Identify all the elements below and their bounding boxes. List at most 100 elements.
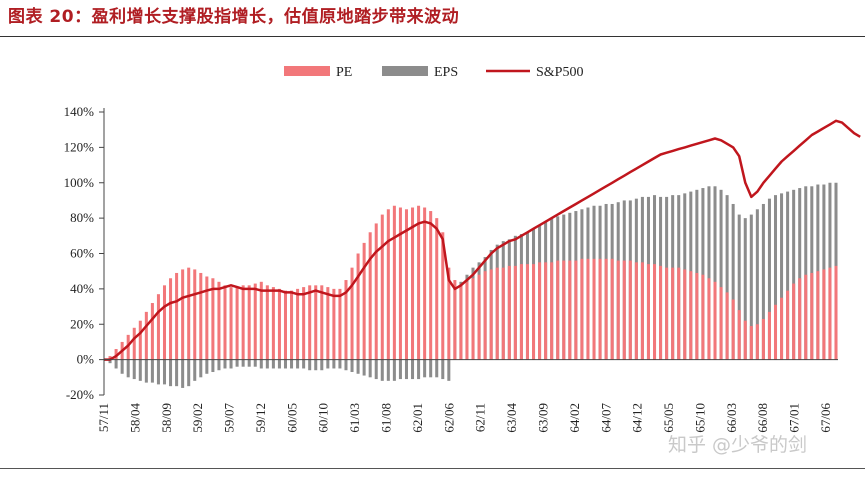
pe-bar: [259, 281, 263, 360]
y-tick-label: 0%: [77, 352, 95, 367]
eps-bar: [120, 359, 124, 374]
x-tick-label: 60/05: [284, 403, 299, 433]
y-tick-label: 140%: [64, 104, 95, 119]
pe-bar: [477, 274, 481, 360]
eps-bar: [283, 359, 287, 369]
pe-bar: [592, 258, 596, 360]
eps-bar: [404, 359, 408, 380]
pe-bar: [743, 320, 747, 360]
pe-bar: [211, 278, 215, 360]
x-axis: 57/11 58/04 58/09 59/02 59/07 59/12 60/05 60/10…: [96, 359, 838, 433]
pe-bar: [404, 209, 408, 360]
y-tick-label: 120%: [64, 139, 95, 154]
pe-bar: [822, 269, 826, 360]
y-tick-label: 100%: [64, 175, 95, 190]
pe-bar: [501, 267, 505, 360]
pe-bar: [132, 327, 136, 360]
x-tick-label: 67/06: [818, 403, 833, 433]
eps-bar: [277, 359, 281, 369]
pe-bar: [290, 290, 294, 360]
pe-bar: [332, 288, 336, 360]
eps-bar: [223, 359, 227, 369]
eps-bar: [144, 359, 148, 383]
eps-bar: [435, 359, 439, 378]
pe-bar: [217, 281, 221, 360]
pe-bar: [671, 267, 675, 360]
pe-bar: [749, 326, 753, 360]
x-tick-label: 66/03: [724, 403, 739, 433]
legend: PE EPS S&P500: [284, 65, 583, 80]
pe-bar: [326, 287, 330, 360]
eps-bar: [447, 359, 451, 381]
eps-bar: [743, 218, 747, 360]
pe-bar: [223, 285, 227, 360]
pe-bar: [483, 271, 487, 360]
x-tick-label: 64/02: [567, 403, 582, 433]
pe-bar: [513, 265, 517, 360]
pe-bar: [628, 260, 632, 360]
pe-bar: [350, 267, 354, 360]
eps-bar: [423, 359, 427, 378]
eps-bar: [368, 359, 372, 378]
pe-bar: [604, 258, 608, 360]
pe-bar: [659, 265, 663, 360]
x-tick-label: 59/02: [190, 403, 205, 433]
x-tick-label: 65/05: [661, 403, 676, 433]
eps-bar: [798, 188, 802, 360]
x-tick-label: 64/07: [598, 403, 613, 433]
eps-bar: [108, 359, 112, 364]
pe-bar: [108, 356, 112, 360]
x-tick-label: 63/09: [536, 403, 551, 433]
x-tick-label: 67/01: [787, 403, 802, 433]
legend-pe-swatch: [284, 66, 330, 76]
eps-bar: [332, 359, 336, 369]
eps-bar: [175, 359, 179, 387]
pe-bar: [181, 269, 185, 360]
eps-bar: [162, 359, 167, 385]
eps-bar: [749, 214, 753, 360]
x-tick-label: 62/01: [410, 403, 425, 433]
pe-bar: [362, 242, 366, 360]
pe-bar: [653, 264, 657, 360]
pe-bar: [725, 292, 729, 360]
x-tick-label: 63/04: [504, 403, 519, 433]
pe-bar: [386, 209, 390, 360]
pe-bar: [695, 272, 699, 360]
pe-bar: [719, 287, 723, 360]
eps-bar: [786, 191, 790, 360]
eps-bar: [290, 359, 294, 369]
eps-bar: [707, 186, 711, 360]
pe-bar: [392, 205, 396, 360]
pe-bar: [144, 311, 148, 360]
eps-bar: [792, 189, 796, 360]
pe-bar: [459, 285, 463, 360]
x-tick-label: 66/08: [755, 403, 770, 433]
pe-bar: [162, 285, 167, 360]
eps-bar: [380, 359, 384, 381]
pe-bar: [767, 311, 771, 360]
pe-bar: [229, 287, 233, 360]
eps-bar: [417, 359, 421, 380]
pe-bar: [368, 232, 372, 360]
eps-bar: [392, 359, 396, 381]
eps-bar: [193, 359, 197, 381]
pe-bar: [755, 324, 759, 360]
pe-bar: [205, 276, 209, 360]
bottom-rule: [0, 468, 865, 469]
sp500-line: [104, 119, 861, 361]
pe-bar: [495, 267, 499, 360]
eps-bar: [247, 359, 251, 367]
pe-bar: [610, 258, 614, 360]
pe-bar: [562, 260, 566, 360]
pe-bar: [193, 269, 197, 360]
eps-bar: [259, 359, 263, 369]
eps-bar: [229, 359, 233, 369]
pe-bar: [683, 269, 687, 360]
pe-bar: [489, 269, 493, 360]
pe-bar: [114, 349, 118, 360]
pe-bar: [253, 283, 257, 360]
pe-bar: [138, 320, 142, 360]
pe-bar: [338, 288, 342, 360]
legend-pe-label: PE: [336, 65, 352, 80]
